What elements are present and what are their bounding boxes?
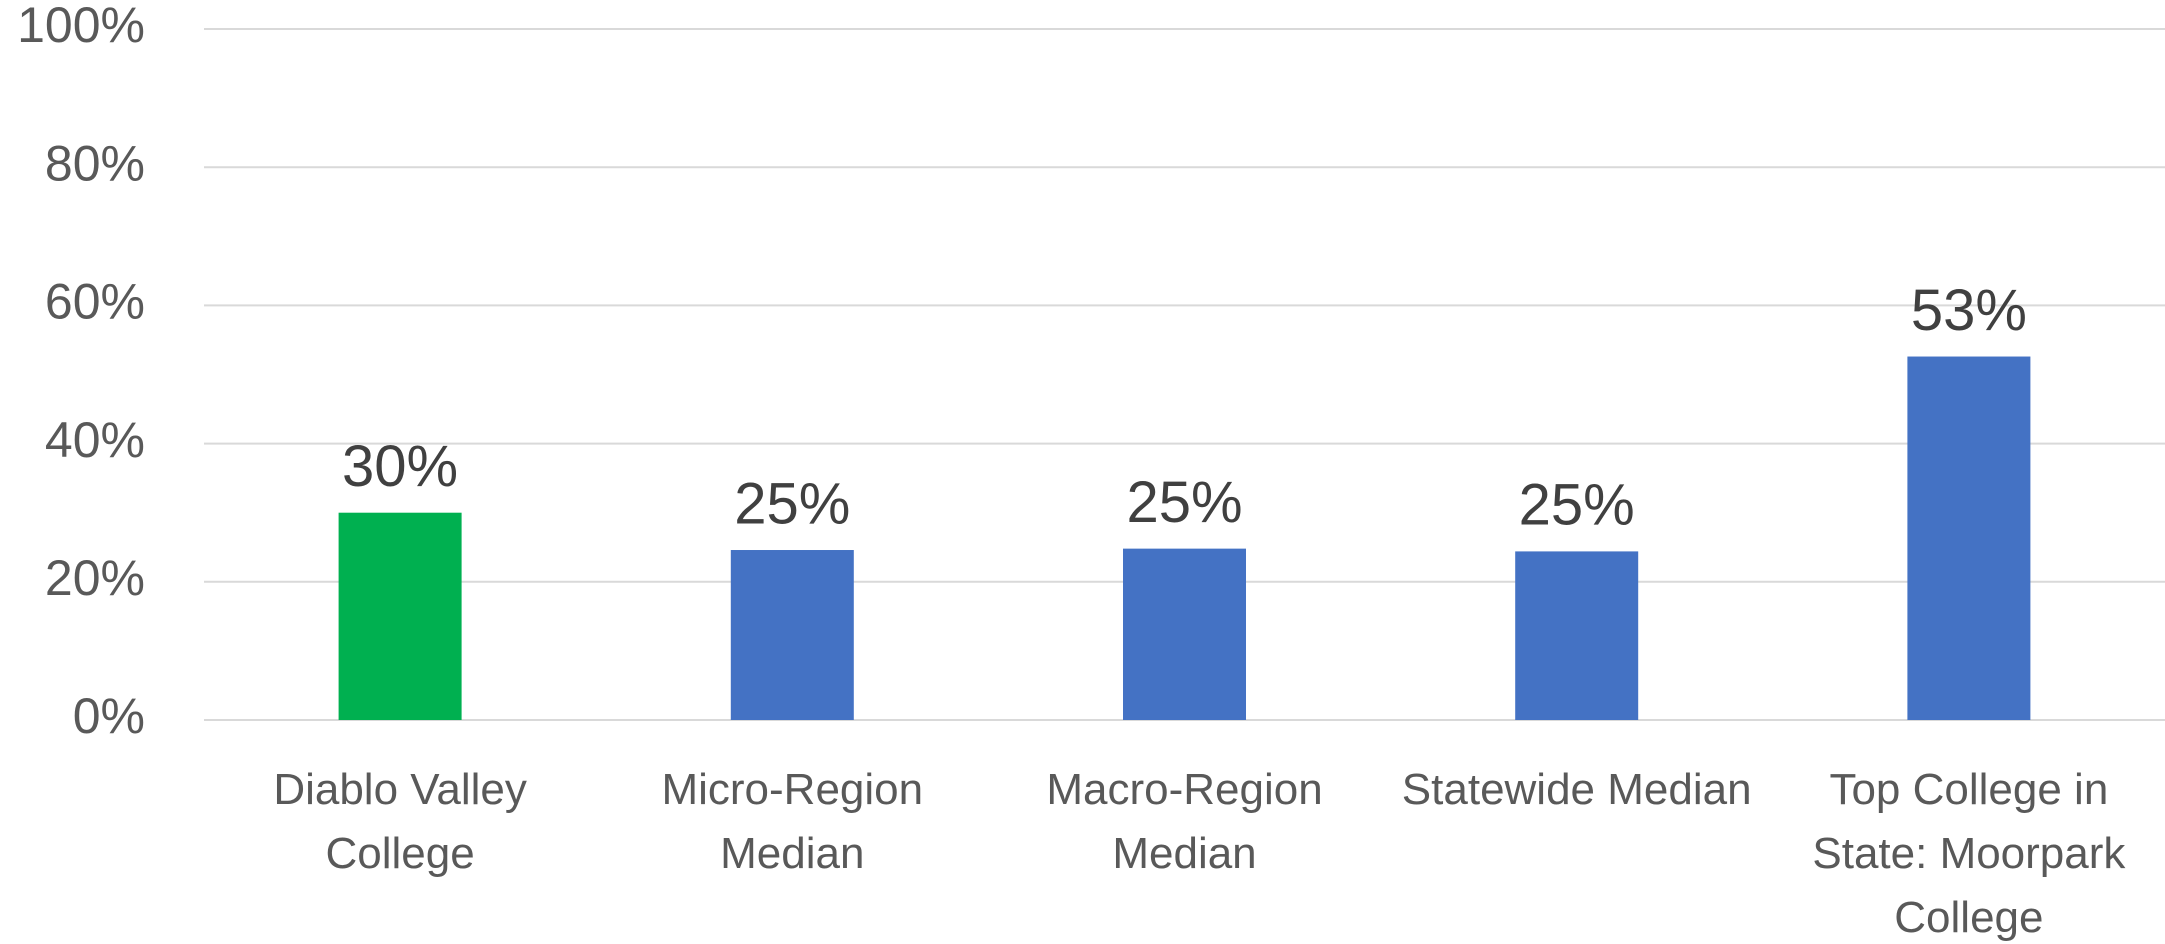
x-tick-label: Diablo Valley College [273, 765, 527, 878]
data-label: 25% [734, 471, 850, 536]
bar [1907, 356, 2031, 720]
data-label: 25% [1519, 473, 1635, 538]
x-tick-label: Macro-Region Median [1046, 765, 1323, 878]
x-tick-label: Micro-Region Median [661, 765, 924, 878]
data-label: 53% [1911, 278, 2027, 343]
x-tick-label: Top College in State: Moorpark College [1812, 765, 2126, 942]
y-tick-label: 60% [45, 274, 145, 330]
data-label: 25% [1126, 470, 1242, 535]
data-label: 30% [342, 434, 458, 499]
y-tick-label: 40% [45, 412, 145, 468]
y-tick-label: 20% [45, 550, 145, 606]
bar [338, 512, 462, 720]
y-tick-label: 80% [45, 135, 145, 191]
y-tick-label: 0% [73, 688, 145, 744]
bar [730, 550, 854, 720]
x-tick-label: Statewide Median [1401, 765, 1752, 814]
bar [1515, 551, 1639, 720]
y-tick-label: 100% [17, 0, 145, 53]
bar [1123, 548, 1246, 720]
